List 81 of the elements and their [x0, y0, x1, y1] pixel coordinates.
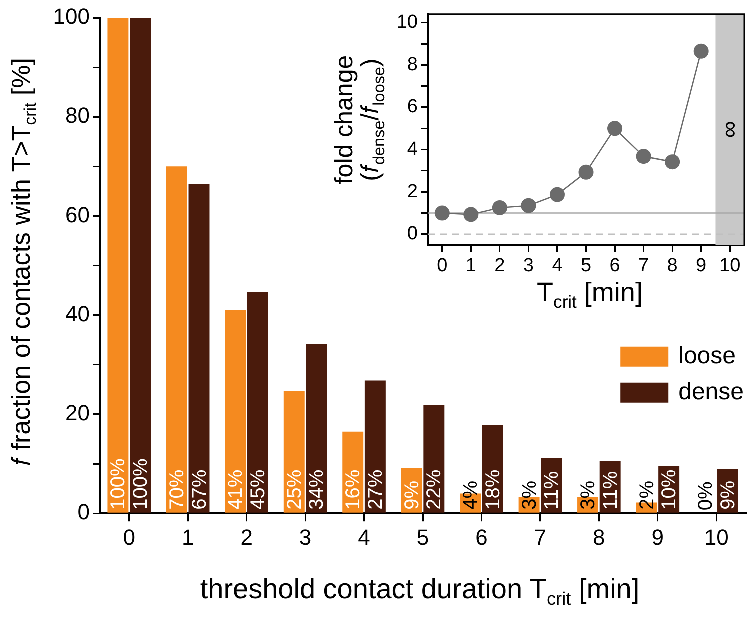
data-label: 11% — [600, 471, 622, 510]
data-label: 70% — [166, 470, 188, 510]
legend-label: dense — [678, 378, 744, 406]
bar — [166, 166, 188, 513]
bar — [108, 18, 129, 513]
bar — [306, 344, 328, 513]
x-tick-label: 1 — [182, 524, 194, 550]
data-label: 11% — [541, 471, 564, 510]
y-tick-label: 8 — [407, 54, 418, 76]
x-tick-label: 2 — [240, 524, 253, 550]
x-tick-label: 2 — [494, 256, 506, 277]
x-tick-label: 10 — [704, 524, 729, 550]
point — [521, 198, 536, 214]
x-tick-label: 5 — [416, 524, 430, 550]
point — [608, 121, 623, 136]
x-tick-label: 4 — [358, 524, 370, 550]
x-tick-label: 8 — [593, 524, 606, 550]
x-tick-label: 5 — [580, 256, 592, 277]
point — [665, 154, 680, 170]
y-tick-label: 60 — [66, 202, 90, 228]
data-label: 45% — [247, 470, 270, 510]
band-label: ∞ — [717, 121, 744, 138]
data-label: 16% — [342, 470, 365, 510]
x-tick-label: 0 — [123, 524, 136, 550]
data-label: 3% — [518, 480, 541, 510]
point — [434, 206, 450, 221]
x-tick-label: 0 — [437, 256, 448, 277]
x-tick-label: 10 — [720, 256, 741, 277]
data-label: 100% — [130, 458, 152, 510]
y-tick-label: 4 — [407, 139, 418, 160]
point — [550, 187, 565, 202]
data-label: 2% — [636, 480, 658, 510]
y-tick-label: 20 — [66, 400, 90, 426]
data-label: 34% — [306, 470, 328, 510]
legend-label: loose — [678, 342, 736, 370]
point — [578, 164, 594, 180]
point — [464, 207, 479, 222]
bar — [188, 184, 210, 513]
y-tick-label: 6 — [407, 96, 418, 118]
data-label: 67% — [188, 470, 211, 510]
x-tick-label: 6 — [610, 256, 620, 277]
bar — [225, 310, 246, 513]
x-axis-title: threshold contact duration T$_{crit}$ [min] — [200, 574, 640, 610]
y-tick-label: 2 — [407, 181, 418, 202]
x-tick-label: 1 — [466, 256, 476, 277]
data-label: 9% — [401, 480, 424, 510]
data-label: 10% — [658, 470, 681, 510]
y-tick-label: 100 — [53, 4, 90, 30]
point — [694, 44, 709, 59]
bar — [424, 405, 445, 513]
y-tick-label: 80 — [66, 103, 90, 128]
x-tick-label: 7 — [534, 524, 547, 550]
x-axis-title: T$_{crit}$ [min] — [537, 278, 643, 312]
bar — [284, 391, 305, 513]
x-tick-label: 9 — [652, 524, 664, 550]
y-tick-label: 40 — [66, 301, 90, 326]
x-tick-label: 3 — [299, 524, 312, 550]
data-label: 100% — [108, 458, 130, 510]
x-tick-label: 7 — [638, 256, 650, 277]
data-label: 25% — [284, 470, 306, 510]
data-label: 3% — [578, 480, 600, 510]
data-label: 27% — [364, 470, 387, 510]
x-tick-label: 9 — [696, 256, 707, 277]
data-label: 18% — [482, 470, 504, 510]
data-label: 0% — [694, 481, 717, 511]
data-label: 41% — [225, 470, 248, 510]
y-tick-label: 0 — [78, 500, 90, 525]
x-tick-label: 4 — [552, 256, 564, 277]
point — [636, 149, 652, 164]
x-tick-label: 6 — [476, 524, 488, 550]
data-label: 9% — [717, 480, 740, 510]
x-tick-label: 8 — [667, 256, 678, 277]
bar — [247, 292, 268, 513]
y-tick-label: 10 — [396, 12, 418, 34]
bar — [130, 18, 152, 513]
point — [492, 200, 508, 216]
data-label: 22% — [424, 470, 446, 510]
y-tick-label: 0 — [407, 224, 418, 245]
data-label: 4% — [460, 480, 482, 510]
bar — [364, 380, 386, 513]
x-tick-label: 3 — [523, 256, 534, 277]
